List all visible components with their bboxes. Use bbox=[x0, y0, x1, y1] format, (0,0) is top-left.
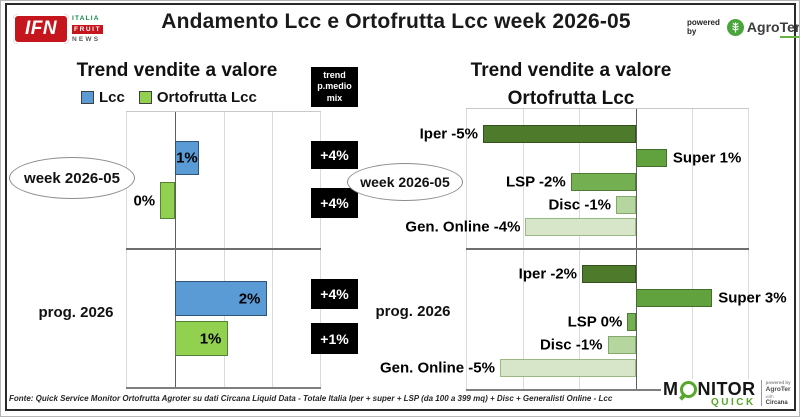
trend-box-line3: mix bbox=[326, 92, 343, 103]
bar-label: 1% bbox=[199, 330, 222, 347]
right-chart-plot: Iper -5% Super 1% LSP -2% Disc -1% Gen. Onli… bbox=[380, 108, 787, 391]
bar-label: Gen. Online -5% bbox=[379, 359, 495, 377]
bar-ortofrutta-lcc bbox=[174, 321, 229, 356]
ifn-italia-label: ITALIA bbox=[72, 15, 100, 22]
kpi-box: +4% bbox=[311, 188, 358, 218]
page-title: Andamento Lcc e Ortofrutta Lcc week 2026… bbox=[161, 10, 631, 33]
right-chart-title-line1: Trend vendite a valore bbox=[470, 60, 672, 81]
monitor-word-m: M bbox=[663, 379, 679, 399]
right-prog-label: prog. 2026 bbox=[375, 303, 451, 320]
bar-lcc bbox=[174, 281, 268, 316]
ifn-logo-box: IFN bbox=[13, 14, 69, 44]
kpi-box: +1% bbox=[311, 323, 358, 354]
bar-iper bbox=[482, 125, 636, 143]
powered-by-agroter: powered by AgroTer bbox=[687, 18, 799, 38]
bar-iper bbox=[582, 265, 636, 283]
magnifier-icon bbox=[679, 380, 697, 398]
monitor-word-nitor: NITOR bbox=[697, 379, 756, 399]
row-divider bbox=[126, 248, 321, 250]
bar-super bbox=[635, 289, 713, 307]
bar-label: Super 1% bbox=[672, 149, 742, 167]
legend-item-lcc: Lcc bbox=[81, 89, 125, 106]
left-week-oval-label: week 2026-05 bbox=[9, 157, 135, 199]
quick-word: QUICK bbox=[710, 397, 756, 408]
legend-label-ortofrutta: Ortofrutta Lcc bbox=[156, 89, 257, 106]
kpi-box: +4% bbox=[311, 279, 358, 309]
ifn-abbr: IFN bbox=[24, 18, 58, 39]
bar-ortofrutta-lcc bbox=[160, 182, 175, 219]
left-prog-label: prog. 2026 bbox=[38, 304, 114, 321]
right-chart-title: Trend vendite a valore Ortofrutta Lcc bbox=[431, 57, 711, 112]
bar-lsp bbox=[627, 313, 636, 331]
left-chart-legend: Lcc Ortofrutta Lcc bbox=[81, 89, 257, 106]
bar-label: Iper -2% bbox=[518, 265, 578, 283]
bar-label: Super 3% bbox=[718, 289, 787, 307]
left-chart-plot: 1% 0% 2% 1% bbox=[126, 111, 321, 389]
monitor-quick-wordmark: M NITOR QUICK bbox=[663, 380, 756, 408]
credit-circana: Circana bbox=[765, 400, 788, 406]
right-week-oval-label: week 2026-05 bbox=[347, 163, 463, 201]
bar-disc bbox=[607, 336, 636, 354]
bar-label: LSP -2% bbox=[505, 173, 566, 191]
bar-label: 1% bbox=[176, 149, 198, 167]
credit-powered-by: powered by bbox=[765, 380, 791, 385]
bar-gen-online bbox=[499, 359, 636, 377]
monitor-quick-credit: powered by AgroTer with Circana bbox=[760, 380, 791, 406]
bar-label: 0% bbox=[133, 192, 156, 209]
bar-gen-online bbox=[525, 218, 636, 236]
ifn-fruit-label: FRUIT bbox=[72, 24, 104, 34]
bar-label: Disc -1% bbox=[548, 196, 611, 214]
bar-label: Iper -5% bbox=[419, 125, 478, 143]
bar-lsp bbox=[570, 173, 636, 191]
row-divider bbox=[466, 248, 749, 250]
right-chart-title-line2: Ortofrutta Lcc bbox=[507, 87, 635, 109]
tree-icon bbox=[726, 18, 744, 36]
ifn-news-label: NEWS bbox=[72, 36, 101, 43]
trend-box-line2: p.medio bbox=[317, 81, 352, 92]
bar-label: 2% bbox=[238, 290, 261, 307]
ortofrutta-swatch-icon bbox=[138, 91, 152, 104]
agroter-logo: AgroTer bbox=[726, 18, 799, 38]
legend-item-ortofrutta: Ortofrutta Lcc bbox=[138, 89, 257, 106]
bar-lcc bbox=[174, 141, 200, 175]
monitor-quick-logo: M NITOR QUICK powered by AgroTer with Ci… bbox=[661, 379, 793, 409]
agroter-wordmark: AgroTer bbox=[747, 19, 799, 38]
bar-super bbox=[635, 149, 667, 167]
powered-by-label: powered by bbox=[687, 18, 720, 36]
left-chart-title: Trend vendite a valore bbox=[76, 60, 278, 81]
bar-label: Gen. Online -4% bbox=[405, 218, 521, 236]
legend-label-lcc: Lcc bbox=[99, 89, 125, 106]
credit-with: with bbox=[765, 394, 774, 399]
lcc-swatch-icon bbox=[81, 91, 94, 104]
kpi-box: +4% bbox=[311, 141, 358, 169]
trend-pmedio-mix-box: trend p.medio mix bbox=[311, 67, 358, 107]
ifn-logo-side: ITALIA FRUIT NEWS bbox=[72, 14, 104, 44]
credit-agroter: AgroTer bbox=[765, 386, 791, 393]
bar-label: Disc -1% bbox=[539, 336, 603, 354]
bar-label: LSP 0% bbox=[567, 313, 623, 331]
trend-box-line1: trend bbox=[323, 70, 346, 81]
source-note: Fonte: Quick Service Monitor Ortofrutta … bbox=[9, 394, 613, 403]
ifn-logo: IFN ITALIA FRUIT NEWS bbox=[13, 14, 104, 44]
monitor-word: M NITOR bbox=[663, 380, 756, 398]
bar-disc bbox=[615, 196, 636, 214]
